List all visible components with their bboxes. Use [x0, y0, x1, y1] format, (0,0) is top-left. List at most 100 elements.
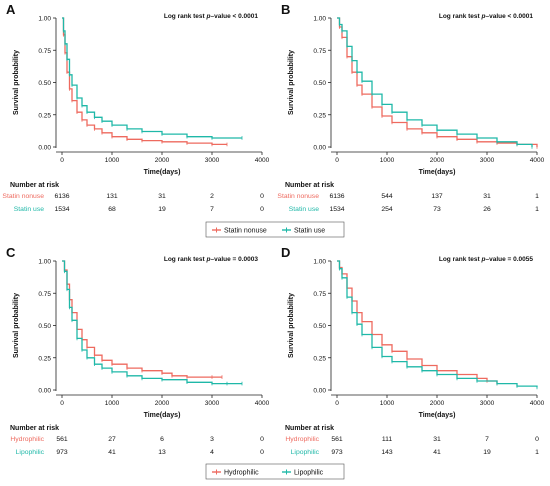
risk-value: 973: [331, 449, 343, 456]
pvalue-p: p: [480, 256, 485, 263]
risk-value: 6: [160, 436, 164, 443]
pvalue-prefix: Log rank test: [164, 256, 207, 263]
risk-value: 0: [260, 449, 264, 456]
y-tick-label: 0.00: [38, 388, 51, 395]
pvalue-p: p: [205, 13, 210, 20]
pvalue-suffix: –value < 0.0001: [485, 13, 533, 20]
x-tick-label: 4000: [530, 157, 545, 164]
x-tick-label: 4000: [255, 400, 270, 407]
x-axis-title: Time(days): [419, 412, 456, 419]
series-line-red: [337, 17, 538, 147]
risk-value: 111: [382, 436, 393, 443]
x-tick-label: 3000: [205, 400, 220, 407]
risk-row-label: Lipophilic: [291, 449, 320, 456]
y-tick-label: 0.25: [38, 355, 51, 362]
x-tick-label: 1000: [105, 157, 120, 164]
pvalue-suffix: –value = 0.0055: [485, 256, 533, 263]
risk-value: 1: [535, 206, 539, 213]
risk-value: 0: [260, 436, 264, 443]
y-tick-label: 0.00: [313, 145, 326, 152]
risk-table-title: Number at risk: [285, 425, 334, 432]
risk-value: 0: [260, 206, 264, 213]
risk-row-label: Hydrophilic: [285, 436, 319, 443]
risk-value: 143: [381, 449, 393, 456]
series-line-teal: [62, 17, 242, 139]
risk-value: 1: [535, 193, 539, 200]
risk-row-label: Statin use: [14, 206, 44, 213]
y-tick-label: 0.75: [313, 291, 326, 298]
y-tick-label: 1.00: [313, 259, 326, 266]
x-tick-label: 1000: [380, 157, 395, 164]
risk-row-label: Hydrophilic: [10, 436, 44, 443]
pvalue-p: p: [480, 13, 485, 20]
x-tick-label: 2000: [430, 157, 445, 164]
legend-label: Hydrophilic: [224, 470, 259, 477]
panel-C: C Log rank test p–value = 0.0003 0.00 0.25 0…: [6, 245, 270, 456]
y-tick-label: 0.75: [38, 48, 51, 55]
risk-row-label: Statin nonuse: [277, 193, 319, 200]
pvalue-prefix: Log rank test: [164, 13, 207, 20]
y-tick-label: 0.50: [313, 80, 326, 87]
risk-value: 7: [210, 206, 214, 213]
pvalue-suffix: –value < 0.0001: [210, 13, 258, 20]
y-tick-label: 0.75: [313, 48, 326, 55]
censor-marks-teal: [339, 22, 533, 149]
censor-marks-red: [339, 25, 538, 149]
x-tick-label: 0: [335, 400, 339, 407]
x-tick-label: 2000: [155, 157, 170, 164]
y-axis-title: Survival probability: [288, 50, 295, 115]
risk-value: 544: [381, 193, 393, 200]
y-tick-label: 0.25: [313, 112, 326, 119]
risk-table-title: Number at risk: [285, 182, 334, 189]
panel-letter: B: [281, 2, 290, 17]
y-tick-label: 0.25: [38, 112, 51, 119]
risk-value: 41: [433, 449, 441, 456]
risk-value: 561: [331, 436, 343, 443]
risk-value: 6136: [54, 193, 69, 200]
risk-value: 6136: [329, 193, 344, 200]
risk-value: 0: [535, 436, 539, 443]
panel-letter: D: [281, 245, 290, 260]
pvalue-suffix: –value = 0.0003: [210, 256, 258, 263]
risk-value: 1534: [329, 206, 344, 213]
risk-value: 254: [381, 206, 393, 213]
y-tick-label: 0.50: [313, 323, 326, 330]
series-line-teal: [337, 17, 533, 147]
x-tick-label: 1000: [105, 400, 120, 407]
y-axis-title: Survival probability: [13, 50, 20, 115]
legend-bottom: Hydrophilic Lipophilic: [205, 463, 345, 480]
x-tick-label: 1000: [380, 400, 395, 407]
risk-value: 1: [535, 449, 539, 456]
censor-marks-teal: [63, 29, 243, 140]
x-tick-label: 2000: [155, 400, 170, 407]
y-tick-label: 1.00: [38, 16, 51, 23]
y-tick-label: 1.00: [38, 259, 51, 266]
risk-value: 73: [433, 206, 441, 213]
x-axis-title: Time(days): [144, 169, 181, 176]
pvalue-text: Log rank test p–value < 0.0001: [439, 13, 534, 20]
series-line-red: [337, 260, 498, 384]
y-axis-title: Survival probability: [288, 293, 295, 358]
censor-marks-teal: [339, 266, 538, 390]
panel-A: A Log rank test p–value < 0.0001 0.00 0.25 0…: [2, 2, 269, 213]
risk-value: 131: [106, 193, 118, 200]
y-tick-label: 0.00: [38, 145, 51, 152]
risk-value: 137: [431, 193, 443, 200]
y-tick-label: 1.00: [313, 16, 326, 23]
censor-marks-red: [64, 268, 223, 379]
x-tick-label: 4000: [255, 157, 270, 164]
risk-value: 13: [158, 449, 166, 456]
y-tick-label: 0.25: [313, 355, 326, 362]
risk-value: 31: [158, 193, 166, 200]
risk-value: 1534: [54, 206, 69, 213]
legend-box: [205, 463, 345, 480]
legend-label: Statin nonuse: [224, 228, 267, 235]
x-tick-label: 3000: [480, 157, 495, 164]
x-tick-label: 3000: [480, 400, 495, 407]
x-tick-label: 0: [60, 157, 64, 164]
risk-row-label: Lipophilic: [16, 449, 45, 456]
y-tick-label: 0.00: [313, 388, 326, 395]
risk-value: 31: [483, 193, 491, 200]
pvalue-text: Log rank test p–value < 0.0001: [164, 13, 259, 20]
